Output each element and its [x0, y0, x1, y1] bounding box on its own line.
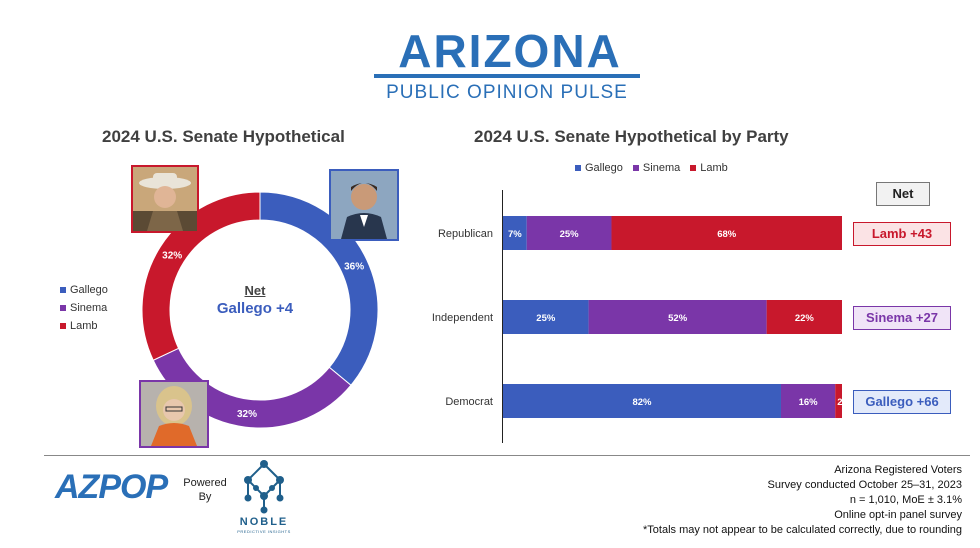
- noble-wordmark: NOBLE: [239, 516, 289, 528]
- stacked-bar-chart: Republican 7% 25% 68% Independent 25% 52% 22% De…: [432, 216, 850, 418]
- sinema-portrait-icon: [141, 382, 207, 446]
- bar-label-democrat-sinema: 16%: [799, 397, 819, 408]
- net-header: Net: [876, 182, 930, 206]
- gallego-portrait-icon: [331, 171, 397, 239]
- legend-item-gallego: Gallego: [60, 284, 108, 296]
- legend-item-sinema: Sinema: [60, 302, 108, 314]
- sinema-photo: [139, 380, 209, 448]
- legend-label: Sinema: [70, 302, 108, 314]
- legend-item-lamb: Lamb: [690, 162, 728, 174]
- bar-label-democrat-gallego: 82%: [632, 397, 652, 408]
- lamb-photo: [131, 165, 199, 233]
- donut-title: 2024 U.S. Senate Hypothetical: [102, 127, 345, 146]
- bar-republican-lamb: [611, 216, 842, 250]
- category-label-republican: Republican: [438, 228, 493, 240]
- note-line: Arizona Registered Voters: [834, 464, 962, 476]
- lamb-portrait-icon: [133, 167, 197, 231]
- bar-label-independent-sinema: 52%: [668, 313, 688, 324]
- category-label-independent: Independent: [432, 312, 493, 324]
- gallego-photo: [329, 169, 399, 241]
- bar-independent-lamb: [766, 300, 842, 334]
- bar-independent-gallego: [503, 300, 589, 334]
- legend-item-lamb: Lamb: [60, 320, 108, 332]
- legend-swatch-sinema: [632, 165, 639, 171]
- legend-swatch-gallego: [60, 287, 66, 293]
- bar-democrat-lamb: [835, 384, 842, 418]
- footer-divider: [44, 455, 970, 456]
- legend-swatch-lamb: [690, 165, 697, 171]
- bar-republican-sinema: [526, 216, 612, 250]
- legend-swatch-sinema: [60, 305, 66, 311]
- powered-by: Powered By: [183, 477, 227, 503]
- note-line: n = 1,010, MoE ± 3.1%: [849, 494, 962, 506]
- donut-label-gallego: 36%: [344, 262, 364, 273]
- bar-label-republican-lamb: 68%: [717, 229, 737, 240]
- legend-label: Sinema: [642, 162, 681, 174]
- legend-swatch-lamb: [60, 323, 66, 329]
- donut-label-sinema: 32%: [237, 409, 257, 420]
- bar-republican-gallego: [503, 216, 527, 250]
- noble-logo-icon: [244, 460, 284, 514]
- legend-label: Lamb: [70, 320, 98, 332]
- title-underline: [374, 74, 640, 78]
- bar-label-independent-lamb: 22%: [795, 313, 815, 324]
- bar-democrat-gallego: [503, 384, 781, 418]
- page-subtitle: PUBLIC OPINION PULSE: [386, 82, 628, 103]
- legend-swatch-gallego: [575, 165, 581, 171]
- donut-label-lamb: 32%: [162, 250, 182, 261]
- category-label-democrat: Democrat: [445, 396, 493, 408]
- page-title: ARIZONA: [398, 25, 622, 77]
- survey-notes: Arizona Registered Voters Survey conduct…: [643, 463, 962, 538]
- bar-legend: Gallego Sinema Lamb: [575, 162, 728, 174]
- legend-label: Lamb: [700, 162, 728, 174]
- legend-item-gallego: Gallego: [575, 162, 623, 174]
- azpop-logo: AZPOP: [55, 468, 168, 506]
- bar-independent-sinema: [588, 300, 767, 334]
- donut-net-value: Gallego +4: [216, 300, 294, 317]
- note-line: *Totals may not appear to be calculated …: [643, 524, 962, 536]
- donut-net-label: Net: [244, 283, 266, 298]
- donut-legend: Gallego Sinema Lamb: [60, 284, 108, 332]
- bar-label-republican-sinema: 25%: [560, 229, 580, 240]
- bar-title: 2024 U.S. Senate Hypothetical by Party: [474, 127, 789, 146]
- legend-label: Gallego: [585, 162, 623, 174]
- legend-item-sinema: Sinema: [632, 162, 681, 174]
- legend-label: Gallego: [70, 284, 108, 296]
- note-line: Survey conducted October 25–31, 2023: [767, 479, 962, 491]
- bar-axis-line: [502, 190, 503, 443]
- noble-tagline: PREDICTIVE INSIGHTS: [237, 529, 291, 534]
- note-line: Online opt-in panel survey: [834, 509, 962, 521]
- net-democrat: Gallego +66: [853, 390, 951, 414]
- bar-label-independent-gallego: 25%: [536, 313, 556, 324]
- bar-label-democrat-lamb: 2%: [837, 397, 850, 408]
- net-republican: Lamb +43: [853, 222, 951, 246]
- bar-democrat-sinema: [780, 384, 836, 418]
- donut-slice-lamb: [141, 191, 261, 361]
- bar-label-republican-gallego: 7%: [508, 229, 522, 240]
- net-independent: Sinema +27: [853, 306, 951, 330]
